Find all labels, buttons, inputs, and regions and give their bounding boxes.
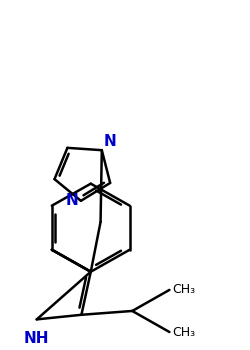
Text: N: N xyxy=(104,134,117,149)
Text: CH₃: CH₃ xyxy=(172,284,196,296)
Text: CH₃: CH₃ xyxy=(172,326,196,338)
Text: N: N xyxy=(65,193,78,208)
Text: NH: NH xyxy=(24,331,50,346)
